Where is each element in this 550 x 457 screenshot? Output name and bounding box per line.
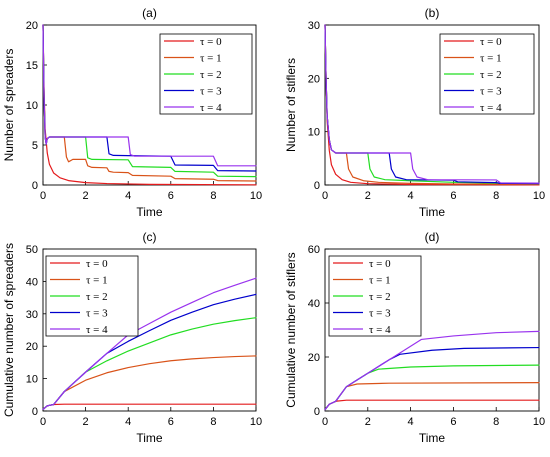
panel-c-axes-box <box>42 248 257 412</box>
panel-d-y-tick-label-3: 60 <box>308 244 320 256</box>
panel-b-plot-area: 0 2 4 6 8 10 0 10 20 30 <box>308 20 545 202</box>
panel-b-legend-label-1: τ = 1 <box>480 53 502 65</box>
panel-a-series-4 <box>42 24 257 167</box>
panel-a-y-tick-label-1: 5 <box>32 140 38 152</box>
panel-c-y-tick-label-1: 10 <box>26 374 38 386</box>
panel-b-x-axis-label: Time <box>419 205 446 219</box>
panel-d-axes-box <box>324 248 540 412</box>
panel-c-legend-label-3: τ = 3 <box>86 308 108 320</box>
panel-b-y-axis-label: Number of stiflers <box>284 58 298 152</box>
panel-d-legend-label-3: τ = 3 <box>369 308 391 320</box>
panel-d-series-2 <box>324 364 540 411</box>
panel-c-chart: (c) Time Cumulative number of spreaders … <box>2 230 262 445</box>
panel-c-y-tick-label-3: 30 <box>26 309 38 321</box>
panel-a-x-tick-label-5: 10 <box>250 190 262 202</box>
panel-b-y-tick-label-3: 30 <box>308 20 320 32</box>
panel-a-x-tick-label-1: 2 <box>83 190 89 202</box>
panel-d-series-1 <box>324 382 540 411</box>
panel-a-x-tick-label-3: 6 <box>168 190 174 202</box>
panel-c-x-axis-label: Time <box>136 431 163 445</box>
panel-b-legend-label-2: τ = 2 <box>480 69 502 81</box>
panel-c-y-axis-label: Cumulative number of spreaders <box>2 243 16 417</box>
panel-a-legend-label-4: τ = 4 <box>200 102 222 114</box>
panel-b-x-tick-label-2: 4 <box>408 190 414 202</box>
panel-c-x-tick-label-2: 4 <box>125 416 131 428</box>
panel-a-x-tick-label-4: 8 <box>210 190 216 202</box>
panel-d-legend-label-2: τ = 2 <box>369 291 391 303</box>
panel-c-legend-label-0: τ = 0 <box>86 258 108 270</box>
panel-c-legend-label-1: τ = 1 <box>86 275 108 287</box>
panel-a-legend-label-2: τ = 2 <box>200 69 222 81</box>
panel-d-title: (d) <box>425 230 440 244</box>
panel-a-legend-label-1: τ = 1 <box>200 53 222 65</box>
panel-c-plot-area: 0 2 4 6 8 10 0 10 20 30 40 50 <box>26 244 262 428</box>
panel-d-legend: τ = 0 τ = 1 τ = 2 τ = 3 τ = 4 <box>328 255 422 337</box>
panel-c-x-tick-label-1: 2 <box>83 416 89 428</box>
panel-d-legend-label-1: τ = 1 <box>369 275 391 287</box>
panel-c-y-tick-label-0: 0 <box>32 406 38 418</box>
panel-c-series-0 <box>42 403 257 410</box>
panel-d-x-tick-label-0: 0 <box>322 416 328 428</box>
panel-d-x-tick-label-2: 4 <box>408 416 414 428</box>
panel-d-x-tick-label-4: 8 <box>493 416 499 428</box>
panel-c-title: (c) <box>143 230 157 244</box>
panel-a-legend: τ = 0 τ = 1 τ = 2 τ = 3 τ = 4 <box>159 33 253 115</box>
panel-b-legend-label-3: τ = 3 <box>480 86 502 98</box>
panel-b-y-tick-label-1: 10 <box>308 127 320 139</box>
panel-c-y-tick-label-2: 20 <box>26 341 38 353</box>
panel-a-x-tick-label-2: 4 <box>125 190 131 202</box>
panel-d-x-tick-label-1: 2 <box>365 416 371 428</box>
panel-b-x-tick-label-4: 8 <box>493 190 499 202</box>
panel-d-y-tick-label-2: 40 <box>308 298 320 310</box>
panel-a-y-tick-label-0: 0 <box>32 180 38 192</box>
panel-b-legend: τ = 0 τ = 1 τ = 2 τ = 3 τ = 4 <box>439 33 535 115</box>
panel-c-legend-label-2: τ = 2 <box>86 291 108 303</box>
panel-d-plot-area: 0 2 4 6 8 10 0 20 40 60 <box>308 244 545 428</box>
panel-b-y-tick-label-0: 0 <box>314 180 320 192</box>
panel-c-y-tick-label-5: 50 <box>26 244 38 256</box>
panel-b-chart: (b) Time Number of stiflers 0 2 4 6 8 10 0 10 20… <box>284 6 545 219</box>
panel-a-x-axis-label: Time <box>136 205 163 219</box>
panel-a-legend-label-0: τ = 0 <box>200 36 222 48</box>
panel-a-chart: (a) Time Number of spreaders 0 2 4 6 8 10 0 5 10… <box>2 6 262 219</box>
panel-b-y-tick-label-2: 20 <box>308 73 320 85</box>
panel-a-y-tick-label-3: 15 <box>26 60 38 72</box>
panel-c-x-tick-label-3: 6 <box>168 416 174 428</box>
panel-d-x-axis-label: Time <box>419 431 446 445</box>
panel-a-title: (a) <box>142 6 157 20</box>
panel-a-plot-area: 0 2 4 6 8 10 0 5 10 15 20 <box>26 20 262 202</box>
panel-d-x-tick-label-5: 10 <box>533 416 545 428</box>
panel-a-legend-label-3: τ = 3 <box>200 86 222 98</box>
panel-b-title: (b) <box>425 6 440 20</box>
panel-a-y-axis-label: Number of spreaders <box>2 49 16 162</box>
panel-d-legend-label-4: τ = 4 <box>369 324 391 336</box>
panel-c-legend: τ = 0 τ = 1 τ = 2 τ = 3 τ = 4 <box>45 255 139 337</box>
panel-c-y-tick-label-4: 40 <box>26 276 38 288</box>
panel-c-x-tick-label-5: 10 <box>250 416 262 428</box>
panel-b-legend-label-4: τ = 4 <box>480 102 502 114</box>
panel-d-chart: (d) Time Cumulative number of stiflers 0… <box>284 230 545 445</box>
panel-d-legend-label-0: τ = 0 <box>369 258 391 270</box>
panel-d-y-tick-label-1: 20 <box>308 352 320 364</box>
panel-b-x-tick-label-3: 6 <box>450 190 456 202</box>
panel-d-y-axis-label: Cumulative number of stiflers <box>284 252 298 407</box>
panel-d-x-tick-label-3: 6 <box>450 416 456 428</box>
panel-d-legend-box <box>328 255 422 337</box>
panel-c-x-tick-label-0: 0 <box>40 416 46 428</box>
panel-a-y-tick-label-4: 20 <box>26 20 38 32</box>
panel-b-x-tick-label-0: 0 <box>322 190 328 202</box>
panel-b-x-tick-label-1: 2 <box>365 190 371 202</box>
panel-c-legend-label-4: τ = 4 <box>86 324 108 336</box>
panel-d-series-4 <box>324 330 540 411</box>
panel-d-series-0 <box>324 399 540 411</box>
panel-a-x-tick-label-0: 0 <box>40 190 46 202</box>
panel-b-x-tick-label-5: 10 <box>533 190 545 202</box>
panel-b-legend-label-0: τ = 0 <box>480 36 502 48</box>
panel-a-y-tick-label-2: 10 <box>26 100 38 112</box>
panel-b-series-4 <box>324 24 540 184</box>
panel-d-y-tick-label-0: 0 <box>314 406 320 418</box>
panel-c-x-tick-label-4: 8 <box>210 416 216 428</box>
